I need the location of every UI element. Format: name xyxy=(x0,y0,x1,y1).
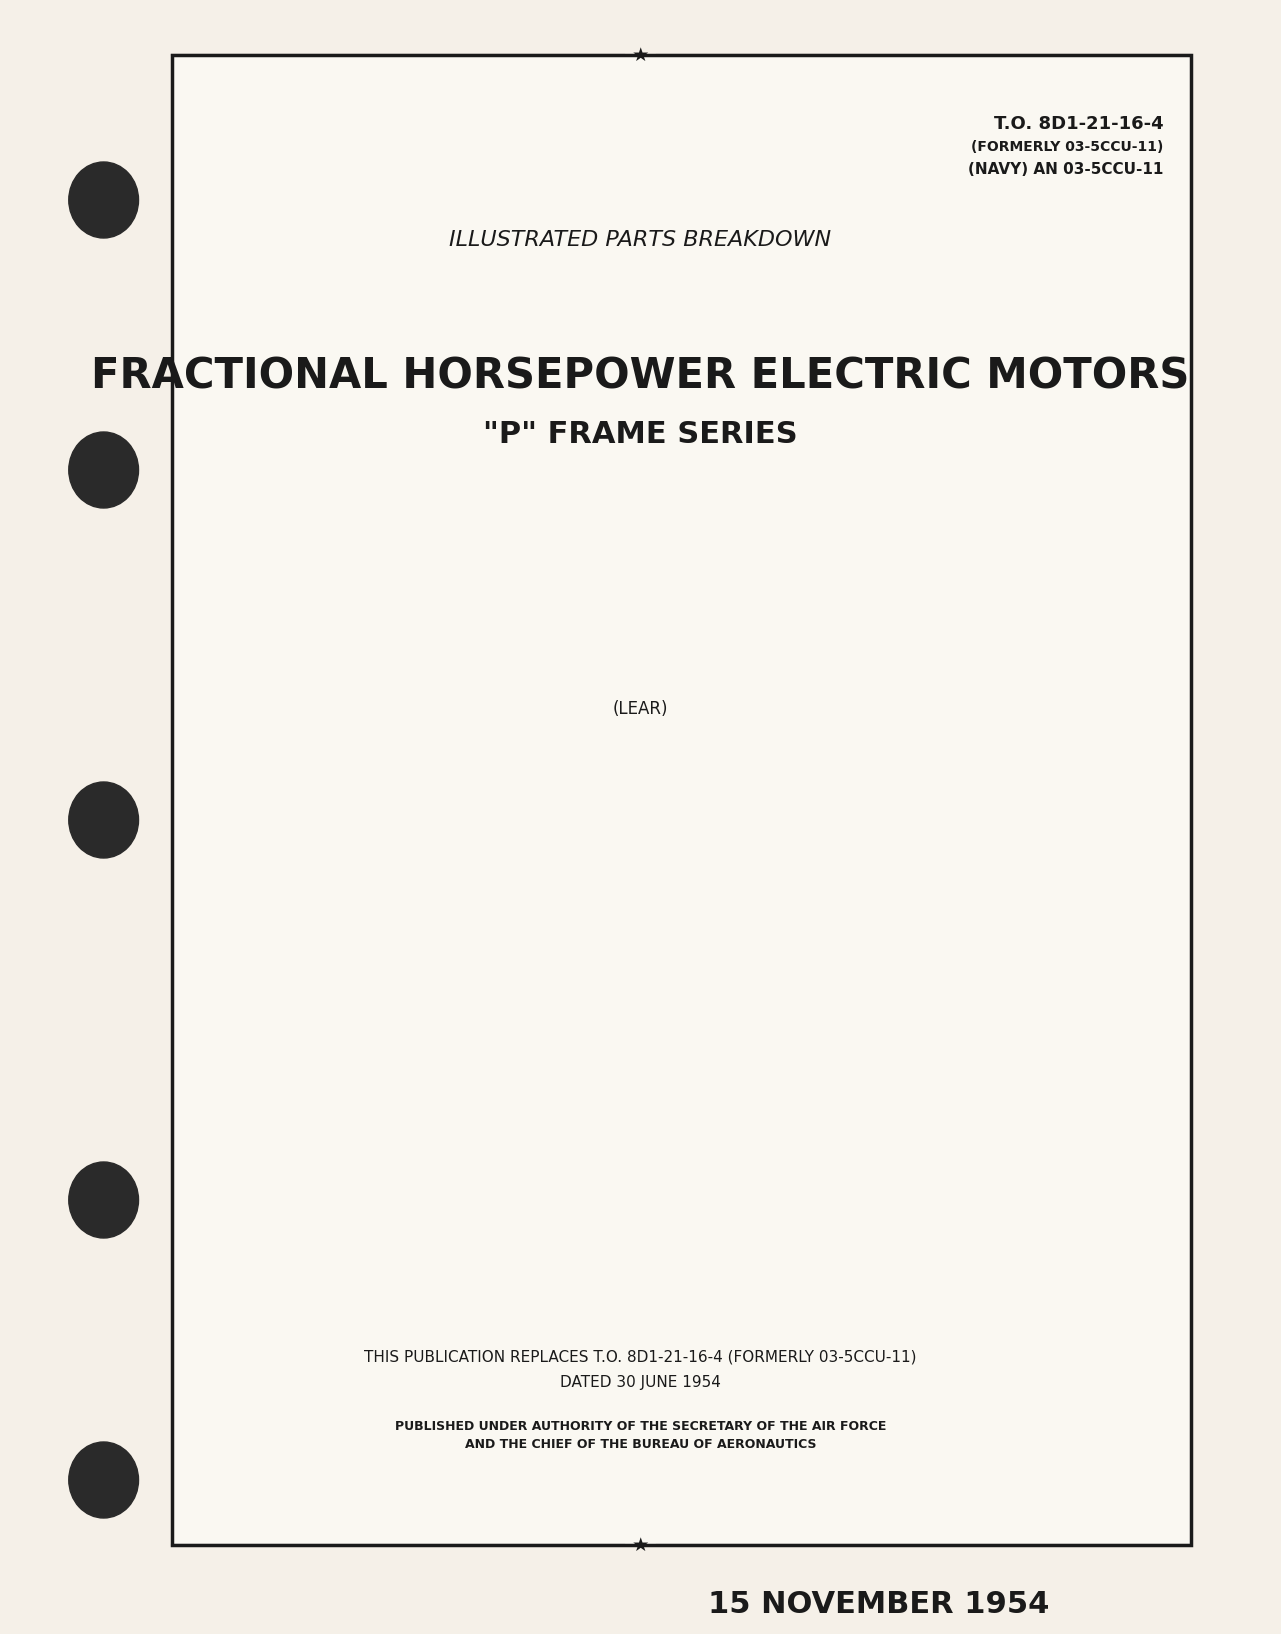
Text: 15 NOVEMBER 1954: 15 NOVEMBER 1954 xyxy=(708,1590,1049,1619)
Text: ★: ★ xyxy=(632,1536,649,1554)
Circle shape xyxy=(69,783,138,858)
Circle shape xyxy=(69,1441,138,1518)
Text: ILLUSTRATED PARTS BREAKDOWN: ILLUSTRATED PARTS BREAKDOWN xyxy=(450,230,831,250)
Text: (NAVY) AN 03-5CCU-11: (NAVY) AN 03-5CCU-11 xyxy=(968,162,1163,176)
Text: (LEAR): (LEAR) xyxy=(612,699,669,717)
Text: ★: ★ xyxy=(632,46,649,64)
Circle shape xyxy=(69,431,138,508)
Text: DATED 30 JUNE 1954: DATED 30 JUNE 1954 xyxy=(560,1374,721,1391)
Text: FRACTIONAL HORSEPOWER ELECTRIC MOTORS: FRACTIONAL HORSEPOWER ELECTRIC MOTORS xyxy=(91,355,1190,397)
Text: (FORMERLY 03-5CCU-11): (FORMERLY 03-5CCU-11) xyxy=(971,141,1163,154)
Text: "P" FRAME SERIES: "P" FRAME SERIES xyxy=(483,420,798,449)
Text: THIS PUBLICATION REPLACES T.O. 8D1-21-16-4 (FORMERLY 03-5CCU-11): THIS PUBLICATION REPLACES T.O. 8D1-21-16… xyxy=(364,1350,917,1364)
Circle shape xyxy=(69,1162,138,1239)
Circle shape xyxy=(69,162,138,239)
Text: T.O. 8D1-21-16-4: T.O. 8D1-21-16-4 xyxy=(994,114,1163,132)
Text: PUBLISHED UNDER AUTHORITY OF THE SECRETARY OF THE AIR FORCE: PUBLISHED UNDER AUTHORITY OF THE SECRETA… xyxy=(395,1420,886,1433)
Bar xyxy=(54,0,168,1634)
Text: AND THE CHIEF OF THE BUREAU OF AERONAUTICS: AND THE CHIEF OF THE BUREAU OF AERONAUTI… xyxy=(465,1438,816,1451)
Bar xyxy=(173,56,1191,1546)
